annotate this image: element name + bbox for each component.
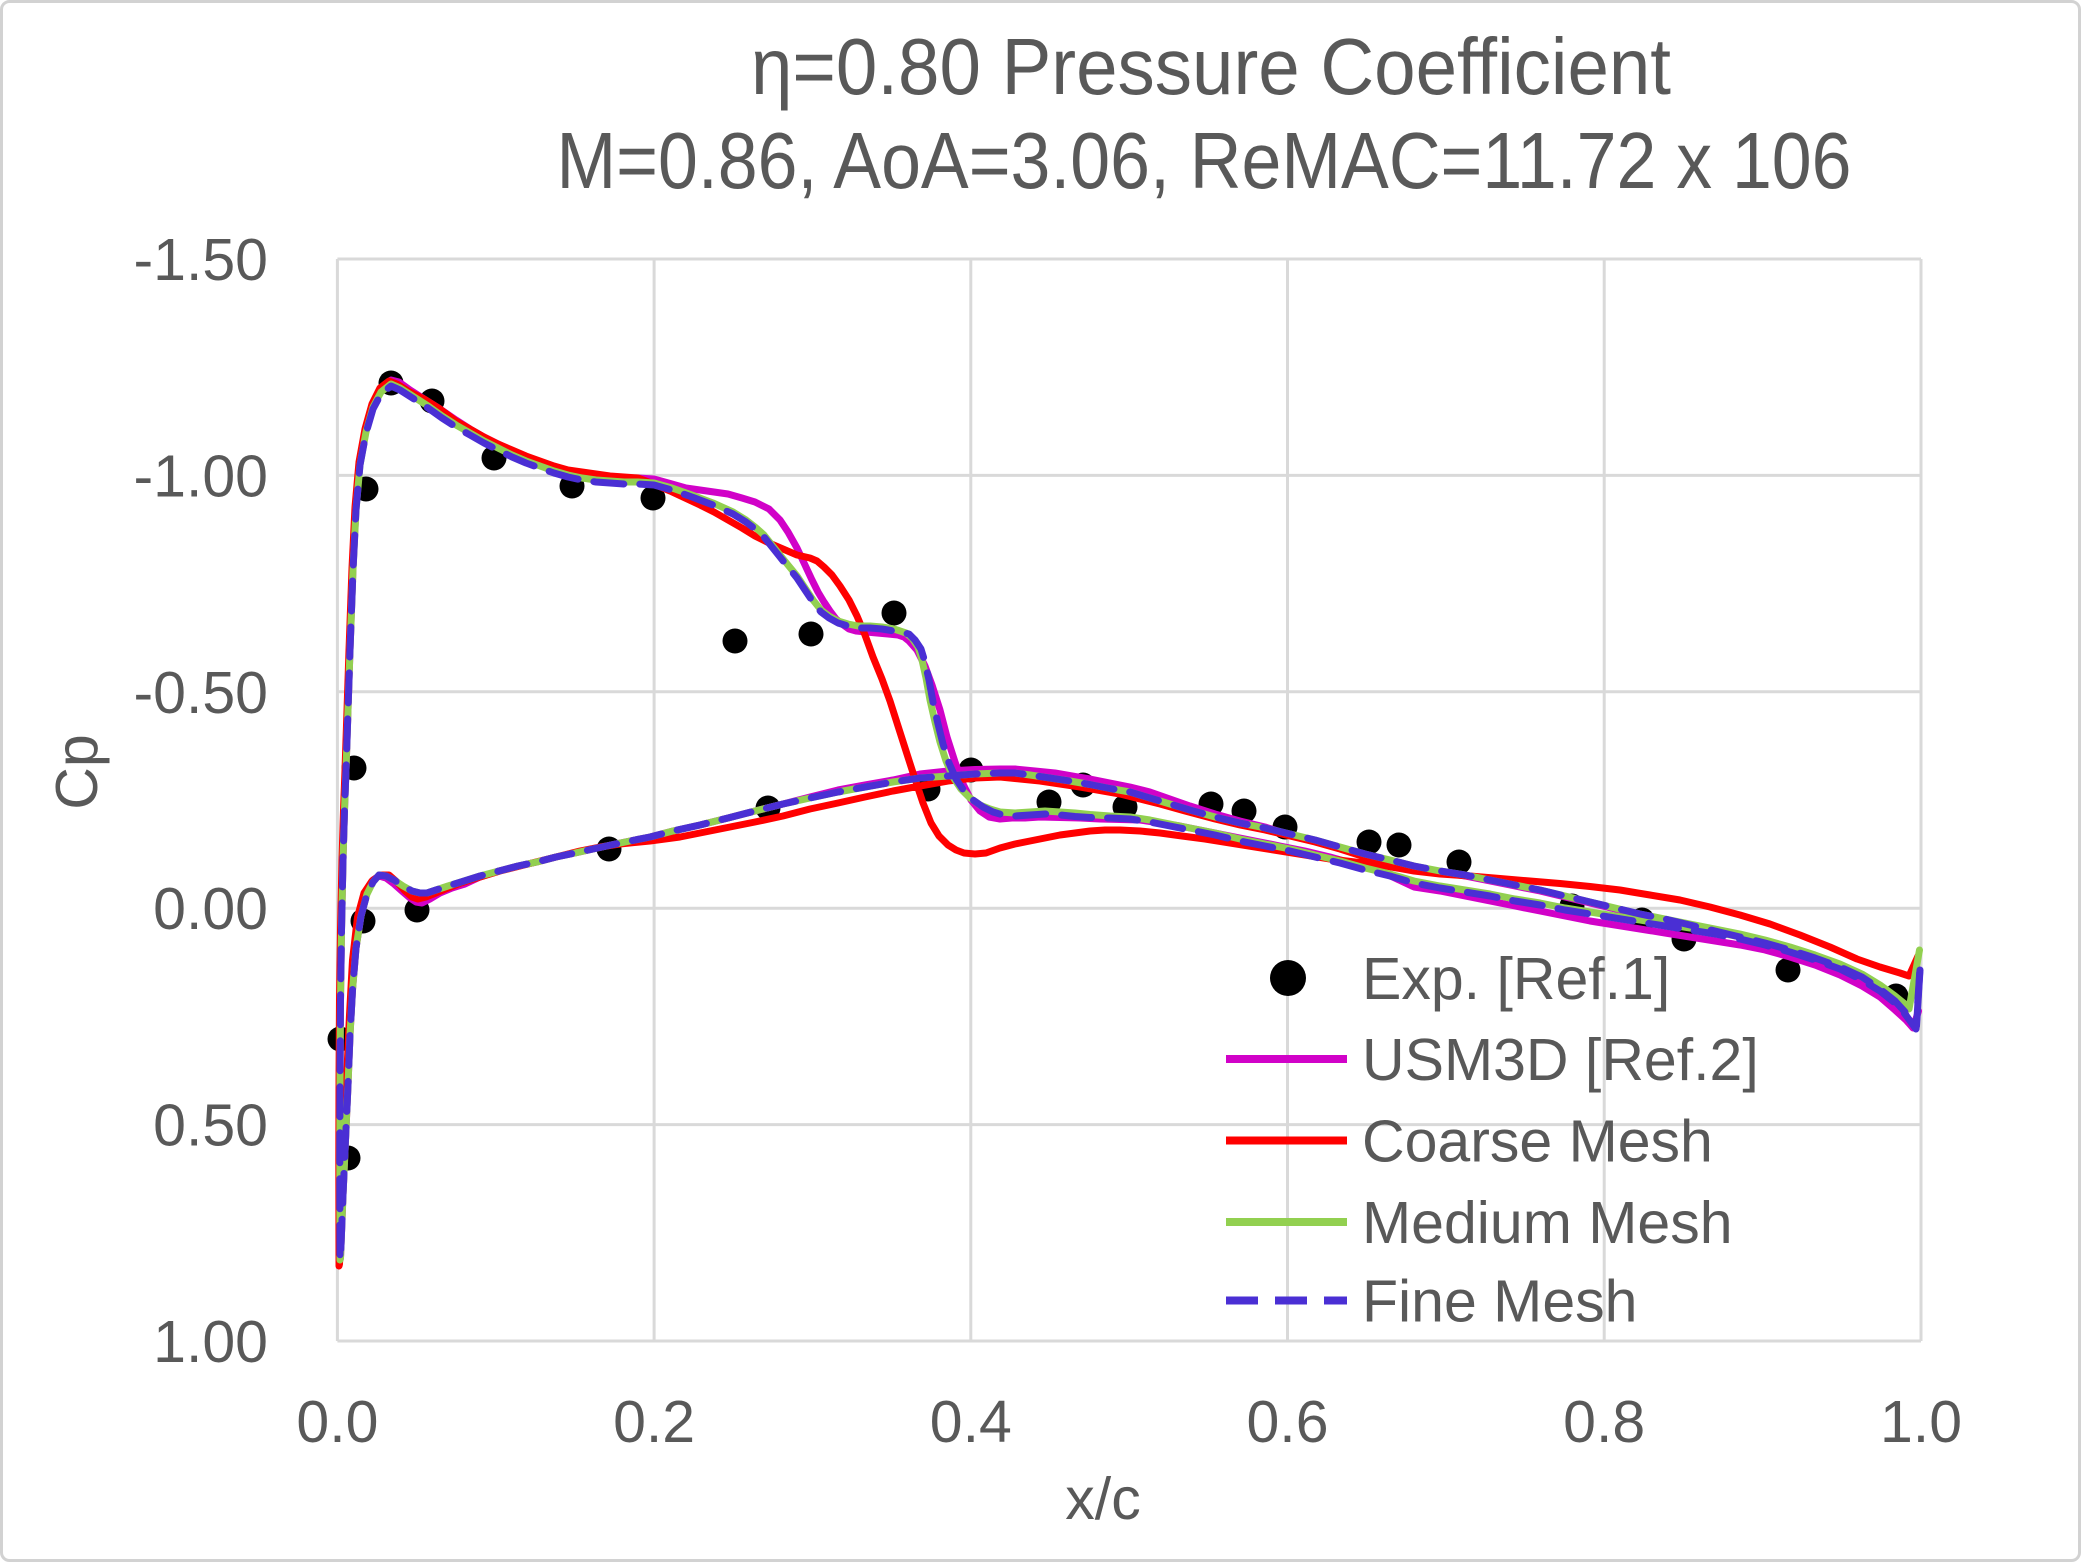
- svg-text:-1.00: -1.00: [134, 443, 268, 509]
- svg-text:Coarse Mesh: Coarse Mesh: [1362, 1109, 1713, 1175]
- svg-text:Cp: Cp: [44, 734, 110, 809]
- svg-text:1.0: 1.0: [1880, 1389, 1962, 1455]
- svg-text:0.4: 0.4: [930, 1389, 1012, 1455]
- svg-text:0.6: 0.6: [1246, 1389, 1328, 1455]
- svg-text:Medium Mesh: Medium Mesh: [1362, 1190, 1733, 1256]
- svg-text:M=0.86, AoA=3.06, ReMAC=11.72: M=0.86, AoA=3.06, ReMAC=11.72 x 106: [557, 116, 1852, 205]
- svg-text:0.0: 0.0: [296, 1389, 378, 1455]
- svg-text:x/c: x/c: [1065, 1466, 1140, 1532]
- svg-text:0.2: 0.2: [613, 1389, 695, 1455]
- svg-text:Fine Mesh: Fine Mesh: [1362, 1269, 1637, 1335]
- svg-text:η=0.80 Pressure Coefficient: η=0.80 Pressure Coefficient: [751, 22, 1671, 111]
- svg-text:0.00: 0.00: [153, 876, 268, 942]
- svg-text:-0.50: -0.50: [134, 660, 268, 726]
- svg-text:Exp. [Ref.1]: Exp. [Ref.1]: [1362, 946, 1670, 1012]
- svg-text:-1.50: -1.50: [134, 227, 268, 293]
- svg-text:1.00: 1.00: [153, 1309, 268, 1375]
- svg-text:0.8: 0.8: [1563, 1389, 1645, 1455]
- svg-text:0.50: 0.50: [153, 1093, 268, 1159]
- svg-text:USM3D [Ref.2]: USM3D [Ref.2]: [1362, 1027, 1759, 1093]
